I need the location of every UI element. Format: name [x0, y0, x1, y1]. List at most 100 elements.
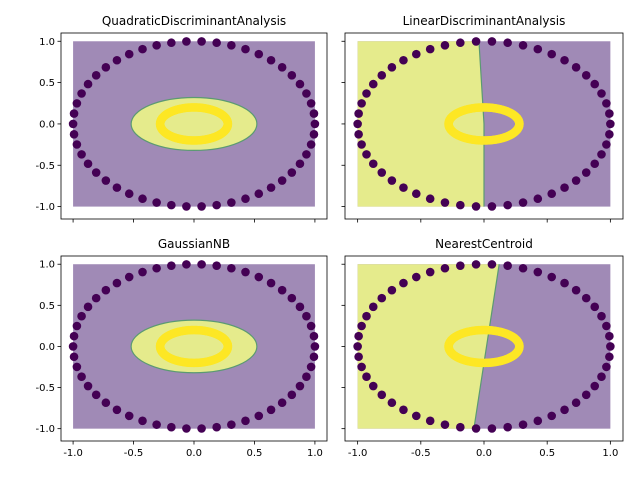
data-point-class-0: [306, 140, 316, 149]
data-point-class-0: [357, 362, 366, 372]
data-point-class-0: [241, 416, 250, 426]
data-point-class-0: [197, 202, 206, 211]
data-point-class-0: [387, 63, 397, 72]
data-point-class-0: [590, 381, 600, 391]
x-tick-label: -0.5: [411, 448, 431, 459]
data-point-class-0: [581, 293, 591, 303]
data-point-class-0: [411, 272, 421, 282]
data-point-class-0: [602, 140, 611, 149]
x-tick-label: 1.0: [307, 448, 323, 459]
data-point-class-0: [266, 55, 276, 65]
data-point-class-0: [167, 261, 176, 270]
data-point-class-0: [77, 372, 86, 382]
data-point-class-0: [387, 285, 397, 295]
data-point-class-0: [425, 194, 435, 204]
data-point-class-0: [83, 381, 93, 391]
data-point-class-0: [72, 321, 82, 331]
data-point-class-0: [518, 198, 528, 207]
data-point-class-0: [138, 416, 147, 426]
data-point-class-0: [368, 302, 378, 312]
data-point-class-0: [533, 267, 543, 277]
plot-area: [68, 260, 320, 433]
data-point-class-0: [309, 129, 319, 139]
data-point-class-0: [69, 331, 79, 341]
data-point-class-0: [605, 129, 614, 139]
data-point-class-0: [602, 99, 611, 108]
data-point-class-0: [560, 278, 569, 288]
data-point-class-0: [456, 261, 465, 270]
data-point-class-0: [227, 263, 236, 273]
data-point-class-0: [72, 362, 82, 372]
y-tick-label: -0.5: [35, 383, 55, 394]
data-point-class-0: [471, 37, 481, 46]
data-point-class-0: [287, 71, 297, 80]
data-point-class-0: [152, 420, 161, 429]
data-point-class-0: [254, 411, 264, 421]
data-point-class-0: [547, 189, 557, 199]
data-point-class-0: [152, 198, 161, 207]
data-point-class-0: [241, 267, 250, 277]
data-point-class-0: [295, 381, 305, 391]
data-point-class-0: [357, 140, 366, 149]
data-point-class-0: [212, 261, 221, 270]
data-point-class-0: [101, 398, 111, 408]
subplot-quadratic-discriminant-analysis: -1.0 -0.5 0.0 0.5 1.0 QuadraticDiscriminantAn…: [35, 14, 328, 223]
data-point-class-0: [387, 398, 397, 408]
x-tick-label: 1.0: [602, 448, 618, 459]
x-tick-label: 0.5: [247, 448, 263, 459]
data-point-class-0: [547, 411, 557, 421]
data-point-class-0: [503, 422, 512, 432]
data-point-class-0: [440, 263, 450, 273]
data-point-class-0: [354, 352, 363, 362]
data-point-class-0: [399, 55, 408, 65]
data-point-class-0: [309, 331, 319, 341]
data-point-class-0: [167, 422, 176, 432]
data-point-class-0: [487, 202, 497, 211]
data-point-class-0: [112, 278, 122, 288]
data-point-class-0: [77, 150, 86, 159]
data-point-class-0: [590, 159, 600, 169]
plot-area: [353, 260, 615, 433]
data-point-class-0: [456, 422, 465, 432]
data-point-class-0: [124, 49, 134, 59]
data-point-class-0: [77, 311, 86, 321]
data-point-class-0: [227, 41, 236, 50]
region-class-1: [130, 319, 258, 374]
data-point-class-0: [83, 79, 93, 89]
plot-area: [353, 37, 615, 211]
data-point-class-0: [362, 150, 371, 159]
data-point-class-0: [138, 267, 147, 277]
data-point-class-0: [68, 342, 78, 351]
data-point-class-0: [295, 79, 305, 89]
data-point-class-1: [515, 342, 524, 352]
subplot-title: QuadraticDiscriminantAnalysis: [102, 14, 286, 28]
data-point-class-0: [277, 63, 287, 72]
data-point-class-0: [440, 420, 450, 429]
data-point-class-0: [295, 302, 305, 312]
x-tick-label: -1.0: [348, 448, 368, 459]
data-point-class-0: [560, 183, 569, 192]
data-point-class-0: [581, 168, 591, 177]
data-point-class-0: [112, 55, 122, 65]
data-point-class-0: [590, 302, 600, 312]
data-point-class-0: [277, 398, 287, 408]
data-point-class-0: [138, 194, 147, 204]
data-point-class-0: [254, 189, 264, 199]
data-point-class-0: [387, 176, 397, 185]
data-point-class-0: [287, 293, 297, 303]
data-point-class-0: [241, 44, 250, 54]
data-point-class-0: [254, 272, 264, 282]
data-point-class-1: [223, 342, 233, 352]
data-point-class-0: [69, 109, 79, 118]
data-point-class-1: [223, 120, 233, 129]
data-point-class-0: [605, 331, 614, 341]
data-point-class-0: [254, 49, 264, 59]
data-point-class-0: [182, 37, 191, 46]
data-point-class-0: [602, 362, 611, 372]
data-point-class-0: [91, 293, 101, 303]
data-point-class-0: [306, 99, 316, 108]
data-point-class-0: [167, 38, 176, 48]
data-point-class-0: [471, 260, 481, 269]
data-point-class-0: [227, 198, 236, 207]
data-point-class-0: [197, 424, 206, 433]
